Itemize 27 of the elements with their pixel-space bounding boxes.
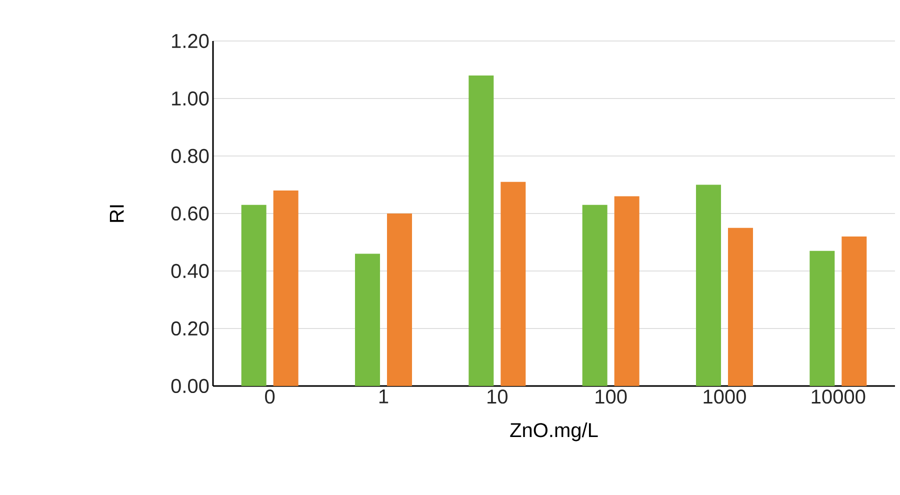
- x-tick-label: 1000: [704, 390, 746, 404]
- y-tick-label: 0.40: [171, 264, 209, 278]
- x-tick-label: 10: [488, 390, 508, 404]
- y-tick-label: 0.60: [171, 206, 209, 221]
- bar: [696, 184, 721, 386]
- bar: [468, 75, 494, 386]
- bar: [500, 182, 526, 386]
- y-tick-label: 0.00: [171, 378, 209, 394]
- bar: [355, 254, 380, 386]
- bar: [810, 250, 835, 386]
- x-axis-title: ZnO.mg/L: [510, 422, 598, 442]
- x-tick-label: 1: [379, 390, 388, 404]
- bar: [273, 190, 298, 386]
- y-tick-label: 1.00: [172, 91, 209, 106]
- x-tick-label: 0: [265, 390, 275, 404]
- bar: [241, 204, 266, 386]
- bar: [614, 196, 640, 386]
- bar: [387, 213, 412, 386]
- y-tick-label: 0.20: [171, 321, 209, 336]
- bar: [842, 236, 867, 386]
- bar: [728, 228, 753, 386]
- y-tick-label: 0.80: [171, 148, 209, 164]
- x-tick-label: 100: [596, 390, 627, 404]
- bar: [582, 204, 608, 386]
- y-tick-label: 1.20: [172, 34, 209, 48]
- y-axis-title: RI: [110, 205, 124, 222]
- x-tick-label: 10000: [812, 390, 866, 404]
